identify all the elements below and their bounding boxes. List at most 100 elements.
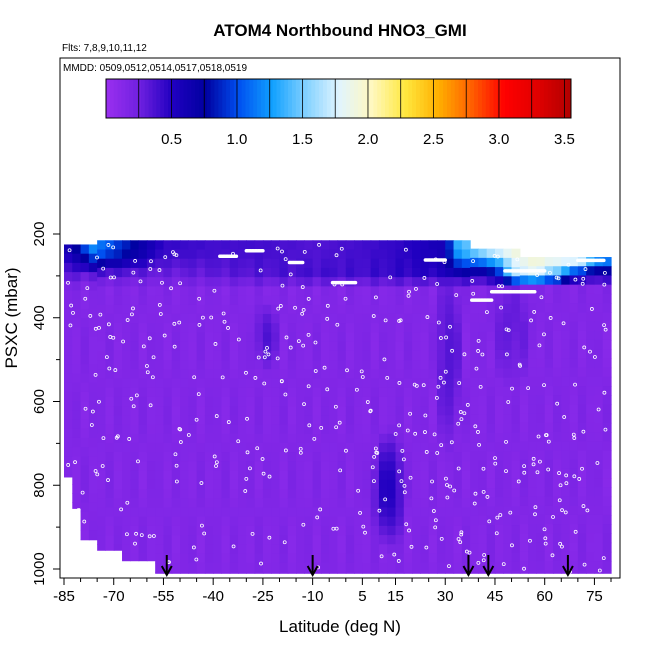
heatmap-cell [221, 571, 231, 574]
heatmap-cell [445, 498, 455, 509]
heatmap-cell [221, 249, 231, 260]
heatmap-cell [461, 277, 471, 287]
heatmap-cell [594, 367, 604, 378]
heatmap-cell [412, 507, 421, 518]
heatmap-cell [536, 459, 546, 470]
heatmap-cell [155, 525, 165, 536]
heatmap-cell [544, 367, 554, 378]
heatmap-cell [552, 257, 562, 267]
heatmap-cell [180, 360, 189, 370]
heatmap-cell [329, 433, 339, 444]
heatmap-cell [337, 249, 347, 260]
heatmap-cell [594, 450, 604, 461]
heatmap-cell [387, 396, 397, 407]
heatmap-cell [296, 424, 305, 435]
heatmap-cell [586, 441, 596, 452]
colorbar-swatch [195, 79, 200, 118]
heatmap-cell [519, 496, 529, 507]
heatmap-cell [221, 544, 231, 555]
heatmap-cell [180, 498, 189, 509]
heatmap-cell [320, 424, 330, 435]
heatmap-cell [122, 535, 131, 545]
heatmap-cell [602, 514, 612, 525]
heatmap-cell [221, 240, 231, 251]
heatmap-cell [412, 544, 421, 555]
sample-marker [354, 387, 359, 392]
heatmap-cell [287, 369, 297, 380]
heatmap-cell [279, 424, 289, 435]
heatmap-cell [337, 332, 347, 343]
heatmap-cell [320, 267, 330, 278]
heatmap-cell [163, 489, 173, 499]
sample-marker [465, 403, 470, 407]
heatmap-cell [138, 415, 148, 426]
heatmap-cell [586, 468, 596, 479]
heatmap-cell [478, 552, 488, 563]
heatmap-cell [188, 240, 198, 251]
colorbar-swatch [199, 79, 204, 118]
heatmap-cell [312, 350, 322, 361]
heatmap-cell [370, 415, 380, 426]
heatmap-cell [304, 452, 314, 462]
heatmap-cell [88, 290, 98, 301]
heatmap-cell [80, 520, 90, 531]
sample-marker [371, 314, 376, 318]
sample-marker [112, 275, 116, 280]
heatmap-cell [470, 322, 479, 333]
sample-marker [481, 490, 486, 494]
heatmap-cell [155, 360, 165, 370]
heatmap-cell [345, 535, 355, 545]
colorbar-swatch [303, 79, 308, 118]
heatmap-cell [362, 369, 372, 380]
sample-marker [522, 470, 527, 475]
heatmap-cell [204, 452, 214, 462]
heatmap-cell [287, 406, 297, 416]
heatmap-cell [304, 378, 314, 389]
heatmap-cell [204, 498, 214, 509]
heatmap-cell [470, 506, 479, 517]
heatmap-cell [362, 360, 372, 370]
heatmap-cell [453, 387, 463, 398]
heatmap-cell [221, 562, 231, 573]
heatmap-cell [320, 516, 330, 527]
heatmap-cell [180, 479, 189, 490]
sample-marker [482, 553, 487, 557]
heatmap-cell [395, 350, 405, 361]
colorbar-swatch [202, 79, 208, 118]
heatmap-cell [436, 295, 446, 306]
heatmap-cell [238, 240, 247, 251]
heatmap-cell [146, 442, 156, 453]
heatmap-cell [403, 498, 413, 509]
heatmap-cell [602, 339, 612, 350]
heatmap-cell [494, 432, 504, 443]
heatmap-cell [64, 345, 73, 356]
heatmap-cell [122, 498, 131, 509]
heatmap-cell [72, 410, 82, 421]
heatmap-cell [569, 542, 579, 553]
heatmap-cell [188, 571, 198, 574]
heatmap-cell [337, 323, 347, 334]
heatmap-cell [155, 461, 165, 472]
heatmap-cell [552, 330, 562, 341]
heatmap-cell [519, 514, 529, 525]
heatmap-cell [296, 396, 305, 407]
heatmap-cell [412, 489, 421, 499]
heatmap-cell [146, 516, 156, 527]
heatmap-cell [130, 489, 140, 499]
heatmap-cell [494, 561, 504, 572]
heatmap-cell [329, 267, 339, 278]
heatmap-cell [428, 442, 438, 453]
heatmap-cell [221, 525, 231, 536]
heatmap-cell [122, 479, 131, 490]
sample-marker [196, 392, 201, 396]
sample-marker [397, 381, 402, 385]
heatmap-cell [146, 258, 156, 269]
heatmap-cell [594, 330, 604, 341]
heatmap-cell [337, 433, 347, 444]
heatmap-cell [428, 323, 438, 334]
heatmap-cell [204, 470, 214, 481]
heatmap-cell [246, 452, 256, 462]
heatmap-cell [271, 433, 281, 444]
heatmap-cell [171, 571, 181, 574]
heatmap-cell [602, 505, 612, 516]
